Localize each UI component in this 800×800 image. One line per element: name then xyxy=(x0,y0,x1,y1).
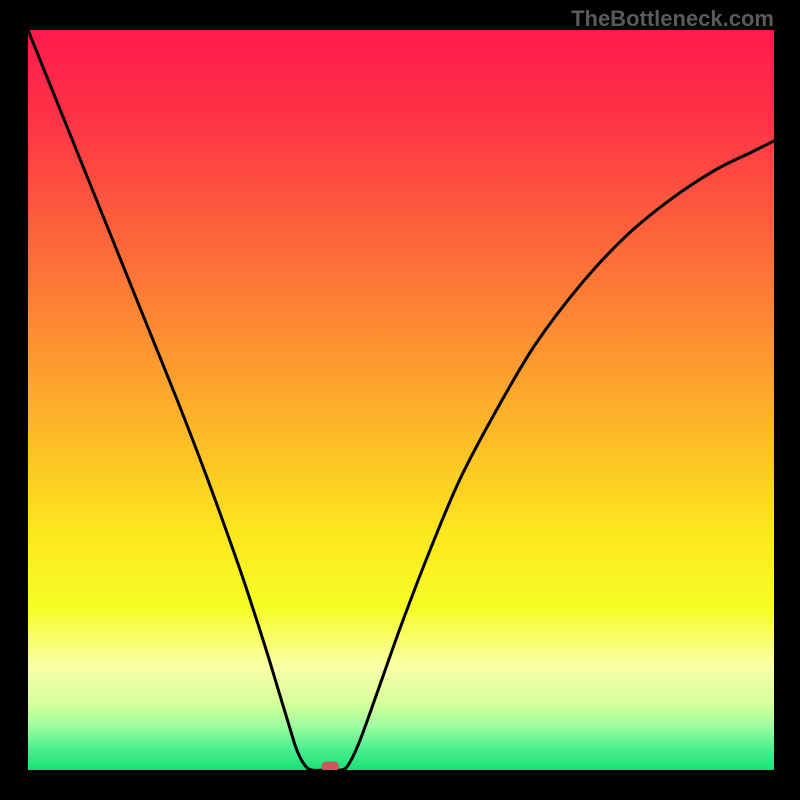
bottleneck-curve xyxy=(28,30,774,770)
bottleneck-marker xyxy=(322,761,339,770)
plot-area xyxy=(28,30,774,770)
watermark-label: TheBottleneck.com xyxy=(571,6,774,32)
chart-frame: TheBottleneck.com xyxy=(0,0,800,800)
